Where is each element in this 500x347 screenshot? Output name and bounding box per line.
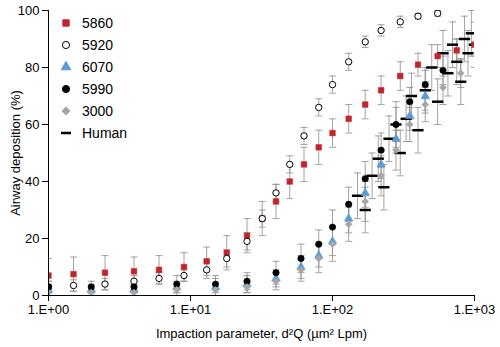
html-text:5860: 5860 [82,15,114,31]
svg-text:60: 60 [25,117,39,132]
html-text:5990: 5990 [82,81,114,97]
svg-text:80: 80 [25,60,39,75]
html-text:Human: Human [82,125,128,141]
svg-text:Impaction parameter, d²Q (µm²: Impaction parameter, d²Q (µm² Lpm) [156,326,367,341]
svg-text:100: 100 [18,3,40,18]
svg-text:1.E+00: 1.E+00 [28,302,70,317]
svg-text:1.E+02: 1.E+02 [312,302,354,317]
html-text:6070: 6070 [82,59,114,75]
svg-text:Airway deposition (%): Airway deposition (%) [8,90,23,216]
svg-text:0: 0 [32,288,39,303]
svg-text:40: 40 [25,174,39,189]
svg-text:1.E+01: 1.E+01 [170,302,212,317]
html-text:3000: 3000 [82,103,114,119]
svg-text:1.E+03: 1.E+03 [454,302,496,317]
html-text:5920: 5920 [82,37,114,53]
svg-text:20: 20 [25,231,39,246]
